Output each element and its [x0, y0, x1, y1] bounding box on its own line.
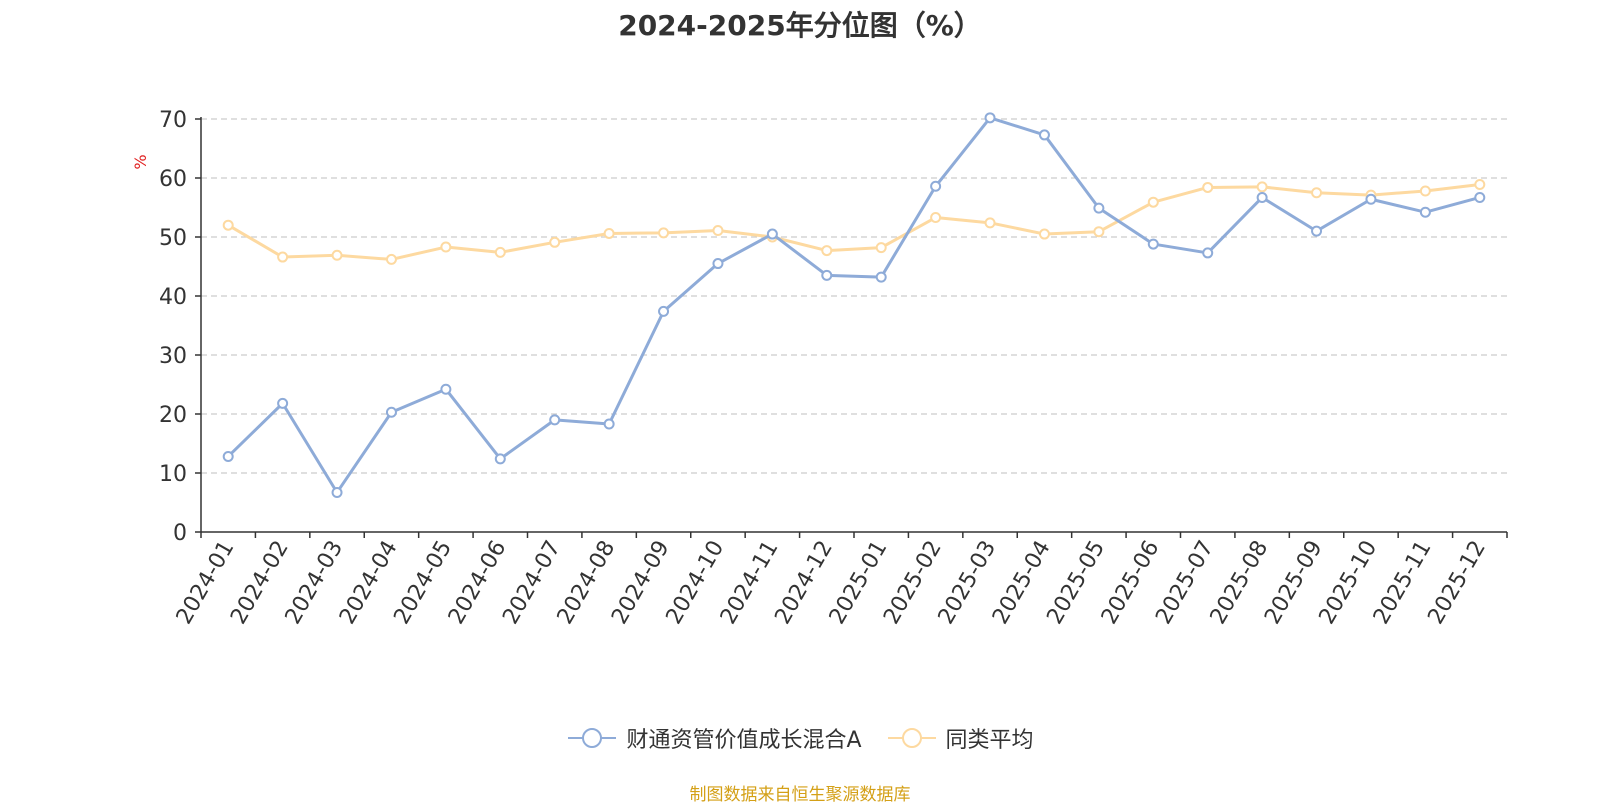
chart-title: 2024-2025年分位图（%）	[618, 9, 982, 42]
data-point	[984, 112, 996, 124]
data-point	[1147, 196, 1159, 208]
line-chart: 0102030405060702024-012024-022024-032024…	[131, 108, 1508, 629]
data-point	[1038, 129, 1050, 141]
data-point	[277, 251, 289, 263]
data-point	[1419, 206, 1431, 218]
legend-label-fund: 财通资管价值成长混合A	[626, 728, 862, 753]
data-point	[875, 242, 887, 254]
data-point	[712, 225, 724, 237]
y-tick-label: 60	[159, 167, 187, 192]
data-point	[1038, 228, 1050, 240]
series-0	[222, 112, 1486, 498]
y-tick-label: 20	[159, 403, 187, 428]
data-point	[1093, 226, 1105, 238]
data-point	[1147, 238, 1159, 250]
data-point	[385, 406, 397, 418]
data-point	[494, 453, 506, 465]
legend-item-fund[interactable]: 财通资管价值成长混合A	[566, 722, 862, 754]
data-point	[658, 227, 670, 239]
y-axis-label: %	[131, 154, 150, 169]
data-point	[440, 241, 452, 253]
legend-label-category-average: 同类平均	[945, 728, 1034, 753]
data-point	[1311, 225, 1323, 237]
data-point	[875, 271, 887, 283]
y-tick-label: 70	[159, 108, 187, 133]
y-tick-label: 0	[173, 521, 187, 546]
data-point	[277, 397, 289, 409]
data-point	[984, 217, 996, 229]
y-tick-label: 30	[159, 344, 187, 369]
data-point	[331, 249, 343, 261]
data-point	[1202, 247, 1214, 259]
series-line	[227, 183, 1480, 261]
legend-item-category-average[interactable]: 同类平均	[886, 722, 1034, 754]
series-line	[227, 116, 1481, 494]
data-point	[1202, 181, 1214, 193]
data-point	[1256, 191, 1268, 203]
data-point	[930, 212, 942, 224]
data-point	[1474, 191, 1486, 203]
series-lines	[222, 112, 1486, 498]
data-point	[1093, 202, 1105, 214]
source-note: 制图数据来自恒生聚源数据库	[689, 785, 911, 805]
data-point	[1474, 178, 1486, 190]
legend: 财通资管价值成长混合A 同类平均	[0, 722, 1600, 754]
y-tick-label: 40	[159, 285, 187, 310]
data-point	[821, 269, 833, 281]
data-point	[1311, 187, 1323, 199]
gridlines	[201, 118, 1507, 474]
data-point	[603, 418, 615, 430]
legend-marker-category-average	[887, 728, 936, 748]
data-point	[766, 228, 778, 240]
data-point	[658, 305, 670, 317]
data-point	[1419, 185, 1431, 197]
data-point	[494, 246, 506, 258]
data-point	[549, 236, 561, 248]
series-1	[222, 178, 1486, 265]
data-point	[222, 219, 234, 231]
data-point	[1365, 193, 1377, 205]
data-point	[331, 486, 343, 498]
legend-marker-fund	[568, 728, 617, 748]
data-point	[930, 180, 942, 192]
data-point	[712, 258, 724, 270]
data-point	[1256, 181, 1268, 193]
data-point	[440, 383, 452, 395]
data-point	[821, 245, 833, 257]
data-point	[385, 253, 397, 265]
data-point	[549, 414, 561, 426]
y-tick-label: 10	[159, 462, 187, 487]
axes: 0102030405060702024-012024-022024-032024…	[159, 108, 1508, 629]
data-point	[222, 450, 234, 462]
y-tick-label: 50	[159, 226, 187, 251]
data-point	[603, 227, 615, 239]
